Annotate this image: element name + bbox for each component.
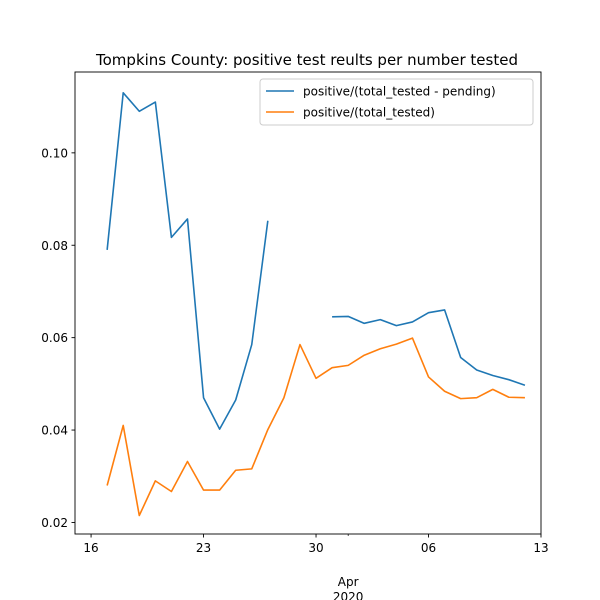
x-tick-label: 16 (83, 541, 98, 555)
x-tick-label: 30 (308, 541, 323, 555)
legend-label: positive/(total_tested - pending) (303, 85, 496, 99)
legend-label: positive/(total_tested) (303, 106, 435, 120)
series-1-line-segment-0 (106, 337, 525, 517)
y-tick-label: 0.06 (41, 331, 68, 345)
x-tick-label: 13 (533, 541, 548, 555)
y-tick-label: 0.08 (41, 239, 68, 253)
legend-box (259, 78, 534, 126)
y-tick-label: 0.02 (41, 516, 68, 530)
y-tick-label: 0.10 (41, 146, 68, 160)
x-sub-label: 2020 (333, 590, 364, 600)
series-0-line-segment-0 (106, 91, 269, 430)
y-tick-label: 0.04 (41, 424, 68, 438)
x-tick-label: 23 (196, 541, 211, 555)
plot-frame (74, 71, 542, 535)
x-tick-label: 06 (421, 541, 436, 555)
series-0-line-segment-1 (332, 309, 526, 386)
x-sub-label: Apr (338, 575, 359, 589)
chart-title: Tompkins County: positive test reults pe… (95, 51, 518, 69)
